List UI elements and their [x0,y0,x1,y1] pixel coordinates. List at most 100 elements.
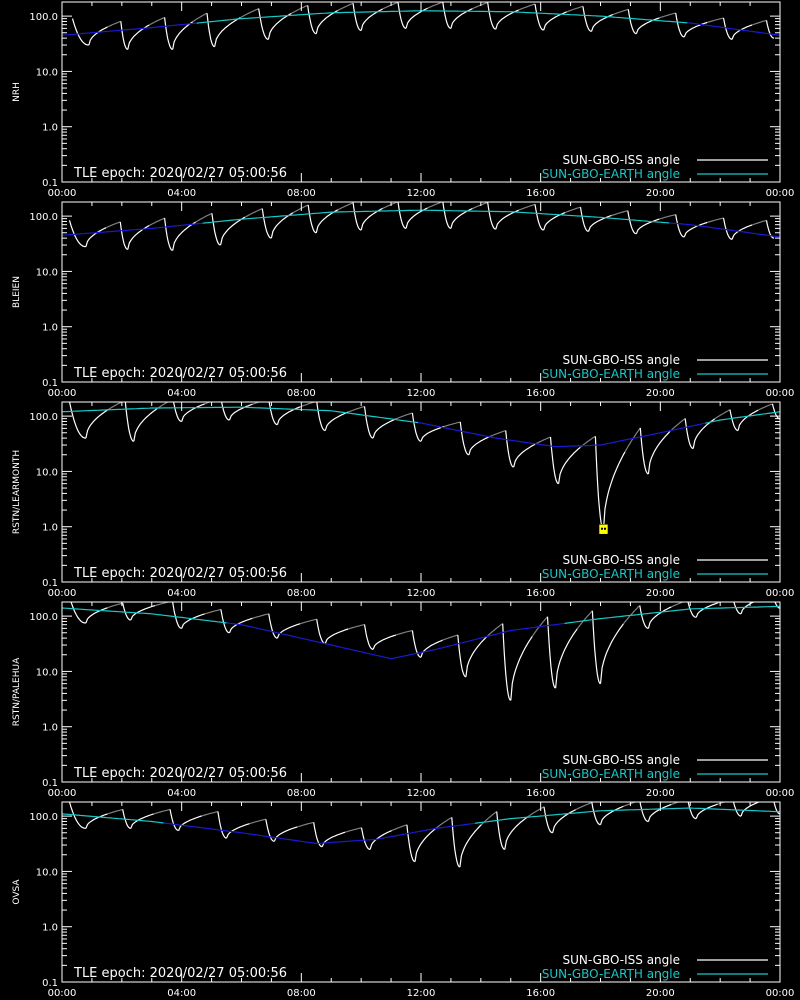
iss-descent-segment [313,822,323,848]
iss-descent-segment [268,402,278,426]
iss-daylight-segment [599,805,624,825]
x-tick-label: 12:00 [407,988,436,999]
y-tick-label: 1.0 [42,323,58,334]
iss-descent-segment [172,602,182,629]
y-tick-label: 1.0 [42,523,58,534]
earth-angle-segment [62,406,419,424]
x-tick-label: 00:00 [766,588,795,599]
iss-descent-segment [221,402,230,421]
legend-label: SUN-GBO-EARTH angle [542,367,680,381]
iss-descent-segment [261,208,272,239]
iss-shadow-segment [443,421,461,428]
iss-descent-segment [639,427,649,475]
iss-descent-segment [687,802,697,820]
iss-shadow-segment [148,16,165,26]
iss-shadow-segment [395,629,413,636]
iss-descent-segment [639,605,649,629]
iss-shadow-segment [395,412,413,420]
x-tick-label: 16:00 [526,188,555,199]
iss-descent-segment [411,412,422,442]
iss-daylight-segment [558,447,581,484]
earth-angle-segment [196,10,688,24]
legend-label: SUN-GBO-EARTH angle [542,767,680,781]
iss-daylight-segment [414,827,437,862]
iss-shadow-segment [240,8,259,19]
x-tick-label: 16:00 [526,788,555,799]
iss-shadow-segment [252,402,262,405]
iss-daylight-segment [369,830,392,850]
iss-daylight-segment [599,623,624,684]
x-tick-label: 12:00 [407,588,436,599]
iss-shadow-segment [576,610,593,630]
earth-angle-segment [687,22,780,36]
iss-descent-segment [496,811,505,850]
iss-descent-segment [211,213,221,246]
iss-daylight-segment [360,8,383,31]
iss-descent-segment [206,13,215,48]
iss-daylight-segment [214,17,241,47]
iss-descent-segment [68,220,86,248]
iss-descent-segment [684,418,694,450]
iss-descent-segment [534,3,544,31]
iss-descent-segment [534,204,544,231]
iss-descent-segment [68,402,86,439]
iss-descent-segment [406,824,416,863]
x-tick-label: 16:00 [526,388,555,399]
iss-daylight-segment [321,831,346,847]
iss-descent-segment [549,436,559,485]
iss-daylight-segment [360,207,383,231]
iss-daylight-segment [552,809,576,833]
iss-shadow-segment [671,602,685,608]
iss-descent-segment [265,819,275,842]
iss-shadow-segment [575,802,593,811]
iss-shadow-segment [751,19,767,26]
station-panel: 100.010.01.00.100:00 04:00 08:00 12:00 16:00… [12,601,794,799]
station-panel: 100.010.01.00.100:00 04:00 08:00 12:00 16:00… [12,401,795,599]
x-tick-label: 16:00 [526,588,555,599]
iss-descent-segment [307,5,317,35]
iss-descent-segment [546,616,556,689]
station-panel: 100.010.01.00.100:00 04:00 08:00 12:00 16:00… [12,801,794,999]
iss-daylight-segment [683,21,708,38]
y-tick-label: 0.1 [42,378,58,389]
iss-daylight-segment [731,24,753,40]
iss-daylight-segment [468,435,491,455]
x-tick-label: 12:00 [407,388,436,399]
y-tick-label: 100.0 [29,612,58,623]
iss-shadow-segment [623,802,638,807]
x-tick-label: 08:00 [287,788,316,799]
iss-daylight-segment [225,823,250,839]
iss-descent-segment [594,436,604,530]
iss-daylight-segment [127,224,150,250]
iss-daylight-segment [590,13,614,32]
y-tick-label: 100.0 [29,212,58,223]
iss-daylight-segment [513,443,536,468]
earth-angle-segment [564,605,780,624]
iss-shadow-segment [442,634,458,641]
earth-angle-segment [417,422,706,448]
iss-daylight-segment [737,409,759,431]
iss-daylight-segment [543,11,567,31]
x-tick-label: 00:00 [48,388,77,399]
iss-angle-series [70,602,780,701]
iss-shadow-segment [527,806,545,818]
iss-daylight-segment [543,212,566,231]
iss-shadow-segment [297,821,314,828]
x-tick-label: 20:00 [646,788,675,799]
iss-descent-segment [68,802,86,829]
iss-descent-segment [397,202,407,229]
iss-shadow-segment [382,202,399,209]
iss-angle-series [68,402,780,530]
iss-daylight-segment [181,403,205,422]
iss-shadow-segment [347,405,365,413]
iss-descent-segment [122,809,131,829]
iss-descent-segment [71,18,89,46]
iss-shadow-segment [192,12,208,23]
iss-daylight-segment [695,803,718,819]
x-tick-label: 08:00 [287,188,316,199]
iss-shadow-segment [195,212,213,223]
iss-descent-segment [164,17,173,50]
earth-angle-segment [474,807,780,824]
iss-daylight-segment [695,602,718,618]
iss-shadow-segment [156,402,169,410]
